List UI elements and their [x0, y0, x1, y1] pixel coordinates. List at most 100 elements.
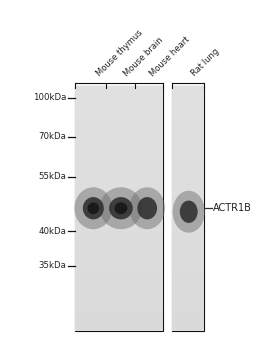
Bar [75, 323, 163, 327]
Bar [172, 192, 204, 196]
Bar [75, 286, 163, 290]
Bar [172, 196, 204, 200]
Bar [75, 229, 163, 233]
Bar [75, 139, 163, 143]
Bar [172, 94, 204, 98]
Bar [75, 282, 163, 286]
Bar [172, 318, 204, 323]
Bar [75, 159, 163, 163]
Bar [172, 216, 204, 221]
Bar [172, 265, 204, 270]
Bar [172, 278, 204, 282]
Bar [75, 265, 163, 270]
Text: Mouse brain: Mouse brain [122, 35, 165, 78]
Bar [75, 118, 163, 122]
Bar [75, 306, 163, 310]
Bar [172, 200, 204, 204]
Bar [172, 139, 204, 143]
Bar [172, 163, 204, 167]
Bar [172, 110, 204, 114]
Bar [172, 188, 204, 192]
Bar [75, 172, 163, 176]
Bar [172, 233, 204, 237]
Bar [172, 241, 204, 245]
Bar [172, 212, 204, 216]
Bar [172, 114, 204, 118]
Bar [75, 176, 163, 180]
Ellipse shape [114, 202, 127, 214]
Ellipse shape [173, 191, 205, 233]
Bar [75, 212, 163, 216]
Bar [75, 241, 163, 245]
FancyBboxPatch shape [75, 86, 163, 331]
Ellipse shape [100, 187, 142, 229]
Bar [75, 327, 163, 331]
Text: 35kDa: 35kDa [38, 261, 66, 271]
Bar [75, 110, 163, 114]
Bar [75, 290, 163, 294]
Bar [75, 188, 163, 192]
Bar [172, 257, 204, 261]
Bar [172, 290, 204, 294]
Bar [172, 135, 204, 139]
Ellipse shape [83, 197, 104, 219]
Bar [75, 318, 163, 323]
Bar [75, 106, 163, 110]
Bar [172, 204, 204, 208]
Bar [172, 184, 204, 188]
Bar [75, 135, 163, 139]
Bar [172, 274, 204, 278]
Bar [75, 94, 163, 98]
Bar [172, 229, 204, 233]
Text: Rat lung: Rat lung [190, 47, 221, 78]
Bar [172, 294, 204, 298]
Text: Mouse thymus: Mouse thymus [95, 28, 144, 78]
Bar [172, 159, 204, 163]
Bar [75, 298, 163, 302]
Bar [172, 208, 204, 212]
Bar [75, 302, 163, 306]
Bar [172, 131, 204, 135]
Text: 40kDa: 40kDa [38, 226, 66, 236]
Bar [75, 274, 163, 278]
Bar [172, 155, 204, 159]
Bar [75, 98, 163, 102]
Bar [75, 278, 163, 282]
Bar [75, 200, 163, 204]
Bar [75, 204, 163, 208]
Bar [75, 253, 163, 257]
Bar [75, 184, 163, 188]
Bar [75, 155, 163, 159]
Bar [75, 90, 163, 94]
Bar [75, 192, 163, 196]
Bar [172, 151, 204, 155]
Bar [172, 180, 204, 184]
Bar [75, 114, 163, 118]
Bar [75, 167, 163, 172]
Bar [75, 233, 163, 237]
Bar [75, 216, 163, 221]
Bar [172, 245, 204, 249]
FancyBboxPatch shape [172, 86, 204, 331]
Bar [172, 253, 204, 257]
Bar [75, 270, 163, 274]
Bar [75, 294, 163, 298]
Bar [172, 90, 204, 94]
Bar [75, 196, 163, 200]
Ellipse shape [74, 187, 112, 229]
Bar [75, 237, 163, 241]
Bar [75, 151, 163, 155]
Bar [75, 163, 163, 167]
Text: Mouse heart: Mouse heart [149, 35, 192, 78]
Bar [172, 167, 204, 172]
Bar [172, 127, 204, 131]
Bar [172, 118, 204, 122]
Bar [172, 298, 204, 302]
Bar [172, 286, 204, 290]
Bar [75, 261, 163, 265]
Bar [172, 310, 204, 314]
Bar [75, 245, 163, 249]
Bar [172, 306, 204, 310]
Bar [172, 249, 204, 253]
Bar [172, 225, 204, 229]
